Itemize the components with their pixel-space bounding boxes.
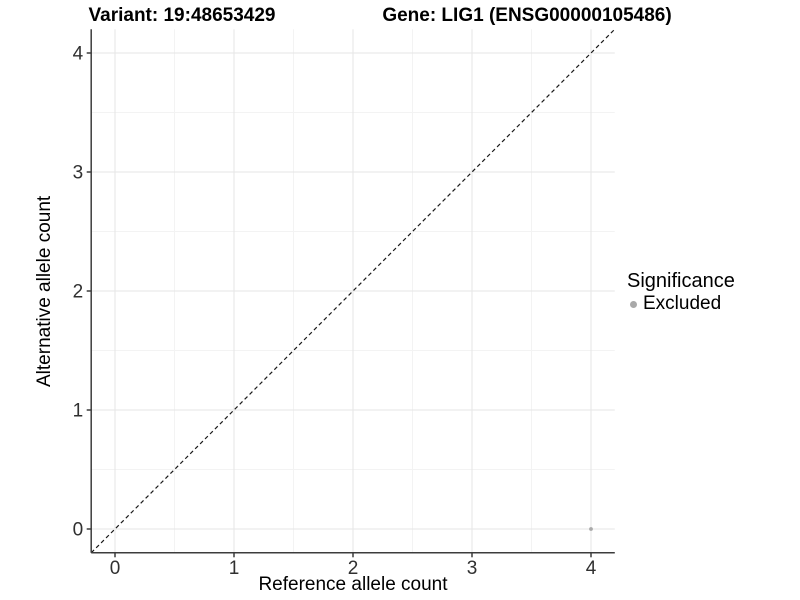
- x-axis-title: Reference allele count: [258, 574, 448, 595]
- y-tick-label: 4: [73, 44, 84, 65]
- data-point: [589, 527, 593, 531]
- y-tick-label: 0: [73, 520, 84, 541]
- legend-item-excluded: Excluded: [627, 293, 735, 315]
- y-tick-label: 3: [73, 163, 84, 184]
- y-tick-label: 1: [73, 401, 84, 422]
- legend: Significance Excluded: [627, 270, 735, 315]
- x-tick-label: 1: [229, 558, 240, 579]
- x-tick-label: 4: [586, 558, 597, 579]
- gene-title: Gene: LIG1 (ENSG00000105486): [382, 5, 672, 26]
- y-axis-title: Alternative allele count: [34, 195, 55, 387]
- y-tick-label: 2: [73, 282, 84, 303]
- identity-dashed-line: [90, 28, 616, 554]
- x-tick-label: 2: [348, 558, 359, 579]
- variant-title: Variant: 19:48653429: [88, 5, 276, 26]
- x-tick-label: 3: [467, 558, 478, 579]
- legend-item-label: Excluded: [643, 293, 722, 314]
- legend-title: Significance: [627, 270, 735, 292]
- x-tick-label: 0: [110, 558, 121, 579]
- legend-point-icon: [630, 300, 637, 308]
